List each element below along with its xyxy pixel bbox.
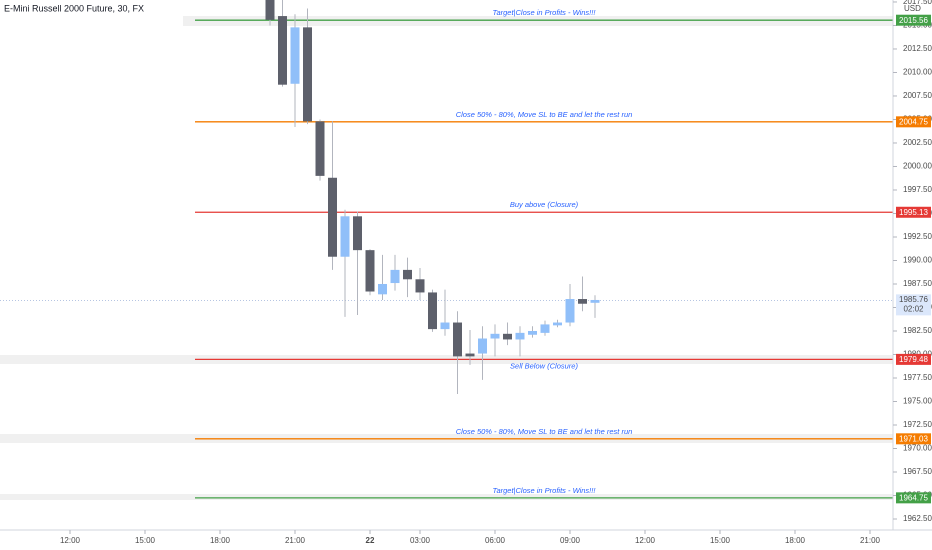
level-price-box bbox=[896, 492, 931, 504]
candle-body bbox=[453, 322, 462, 357]
y-tick-label: 1987.50 bbox=[903, 279, 932, 288]
candle-body bbox=[315, 121, 325, 176]
candle-body bbox=[528, 330, 537, 335]
candle-body bbox=[340, 216, 350, 257]
y-tick-label: 1992.50 bbox=[903, 232, 932, 241]
level-text: Close 50% - 80%, Move SL to BE and let t… bbox=[456, 110, 633, 119]
y-tick-label: 1982.50 bbox=[903, 326, 932, 335]
level-price-label: 2004.75 bbox=[899, 117, 928, 126]
level-price-label: 1995.13 bbox=[899, 208, 928, 217]
x-tick-label: 15:00 bbox=[135, 536, 156, 545]
x-tick-label: 21:00 bbox=[285, 536, 306, 545]
candle-body bbox=[415, 279, 425, 293]
candle-body bbox=[428, 292, 437, 330]
level-text: Close 50% - 80%, Move SL to BE and let t… bbox=[456, 427, 633, 436]
y-tick-label: 2010.00 bbox=[903, 68, 932, 77]
countdown-label: 02:02 bbox=[903, 304, 924, 313]
candle-body bbox=[278, 16, 287, 85]
y-tick-label: 2002.50 bbox=[903, 138, 932, 147]
candle-body bbox=[465, 353, 475, 357]
candle-body bbox=[578, 299, 587, 304]
x-tick-label: 22 bbox=[366, 536, 375, 545]
candle-body bbox=[515, 332, 525, 340]
zone-band bbox=[0, 494, 893, 500]
level-price-label: 1971.03 bbox=[899, 434, 928, 443]
candle-body bbox=[303, 27, 312, 122]
x-tick-label: 21:00 bbox=[860, 536, 881, 545]
candle-body bbox=[290, 27, 300, 84]
x-tick-label: 09:00 bbox=[560, 536, 581, 545]
level-price-box bbox=[896, 14, 931, 26]
x-tick-label: 03:00 bbox=[410, 536, 431, 545]
level-text: Target|Close in Profits - Wins!!! bbox=[493, 486, 597, 495]
y-tick-label: 1975.00 bbox=[903, 397, 932, 406]
candle-body bbox=[553, 322, 562, 326]
y-tick-label: 1970.00 bbox=[903, 444, 932, 453]
time-axis-bg bbox=[0, 530, 932, 550]
x-tick-label: 12:00 bbox=[635, 536, 656, 545]
level-price-label: 1979.48 bbox=[899, 355, 928, 364]
candle-body bbox=[353, 216, 362, 251]
y-tick-label: 1972.50 bbox=[903, 420, 932, 429]
candle-body bbox=[503, 333, 512, 340]
price-axis-bg bbox=[893, 0, 932, 550]
candle-body bbox=[540, 324, 550, 333]
y-tick-label: 2007.50 bbox=[903, 91, 932, 100]
candle-body bbox=[378, 283, 387, 295]
x-tick-label: 18:00 bbox=[210, 536, 231, 545]
level-price-label: 2015.56 bbox=[899, 16, 928, 25]
x-tick-label: 06:00 bbox=[485, 536, 506, 545]
candle-body bbox=[403, 269, 412, 280]
candle-layer bbox=[265, 0, 600, 394]
candle-body bbox=[590, 299, 600, 303]
candle-body bbox=[490, 333, 500, 339]
level-price-box bbox=[896, 433, 931, 445]
level-price-box bbox=[896, 353, 931, 365]
candle-body bbox=[265, 0, 275, 20]
y-tick-label: 2017.50 bbox=[903, 0, 932, 6]
level-price-box bbox=[896, 116, 931, 128]
level-text: Target|Close in Profits - Wins!!! bbox=[493, 8, 597, 17]
x-tick-label: 12:00 bbox=[60, 536, 81, 545]
y-tick-label: 1977.50 bbox=[903, 373, 932, 382]
level-price-box bbox=[896, 206, 931, 218]
y-tick-label: 1997.50 bbox=[903, 185, 932, 194]
y-tick-label: 1990.00 bbox=[903, 256, 932, 265]
level-layer: Target|Close in Profits - Wins!!! Close 5… bbox=[0, 8, 893, 499]
last-price-box bbox=[896, 294, 931, 316]
currency: USD bbox=[904, 4, 921, 13]
candle-body bbox=[390, 269, 400, 284]
level-text: Buy above (Closure) bbox=[510, 200, 579, 209]
candle-body bbox=[328, 177, 337, 257]
label-layer: 2015.56 2004.75 1995.13 1979.48 1971.03 1964.… bbox=[896, 14, 931, 504]
candle-body bbox=[440, 322, 450, 330]
candle-body bbox=[478, 338, 487, 354]
y-tick-label: 2000.00 bbox=[903, 162, 932, 171]
chart-title: E-Mini Russell 2000 Future, 30, FX bbox=[4, 3, 144, 13]
y-tick-label: 2012.50 bbox=[903, 44, 932, 53]
y-tick-label: 1962.50 bbox=[903, 514, 932, 523]
candle-body bbox=[365, 250, 375, 292]
zone-band bbox=[183, 16, 893, 26]
y-tick-label: 1967.50 bbox=[903, 467, 932, 476]
candle-body bbox=[565, 299, 575, 323]
last-price-label: 1985.76 bbox=[899, 295, 928, 304]
level-text: Sell Below (Closure) bbox=[510, 361, 578, 370]
level-price-label: 1964.75 bbox=[899, 493, 928, 502]
x-tick-label: 15:00 bbox=[710, 536, 731, 545]
x-tick-label: 18:00 bbox=[785, 536, 806, 545]
